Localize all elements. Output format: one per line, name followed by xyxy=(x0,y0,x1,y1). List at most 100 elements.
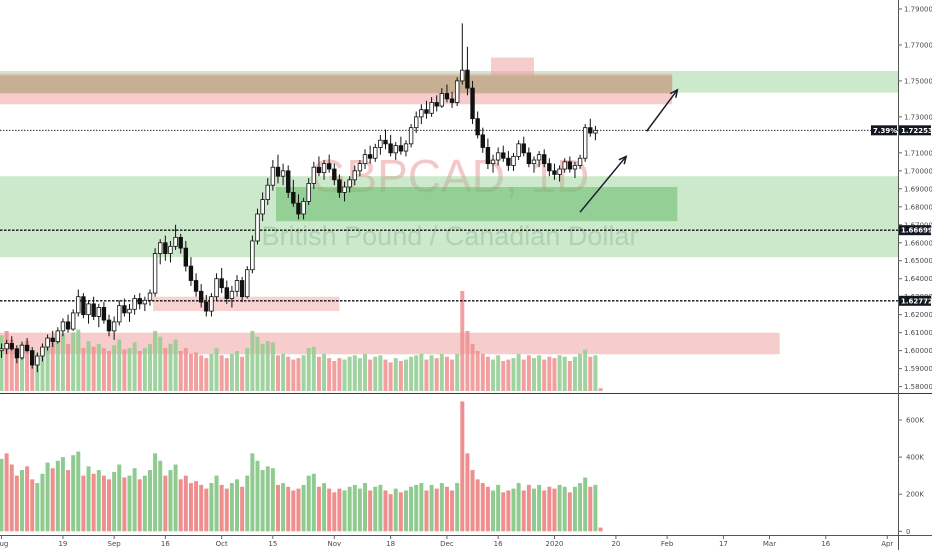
overlay-volume-bar xyxy=(286,356,291,391)
volume-bar xyxy=(50,468,55,532)
volume-bar xyxy=(485,486,490,532)
candle-body xyxy=(250,240,255,271)
overlay-volume-bar xyxy=(327,358,332,391)
volume-bar xyxy=(214,475,219,532)
candle-body xyxy=(280,170,286,177)
candle-body xyxy=(552,170,557,175)
candle-body xyxy=(219,278,224,289)
candle-body xyxy=(4,343,9,350)
candle-body xyxy=(408,127,414,145)
overlay-volume-bar xyxy=(270,342,275,391)
time-tick-label: Dec xyxy=(440,540,454,548)
overlay-volume-bar xyxy=(583,349,588,391)
candle-body xyxy=(480,134,485,148)
candle-body xyxy=(65,321,71,330)
volume-bar xyxy=(378,484,383,532)
candle-body xyxy=(419,109,424,118)
candle-body xyxy=(132,298,137,310)
overlay-volume-bar xyxy=(35,353,40,391)
candle-body xyxy=(60,321,66,332)
candle-body xyxy=(9,343,14,350)
price-tick-label: 1.79000 xyxy=(904,5,932,13)
overlay-volume-bar xyxy=(588,356,593,391)
candle-body xyxy=(337,179,342,193)
volume-bar xyxy=(552,488,557,532)
time-tick-label: Feb xyxy=(661,540,674,548)
overlay-volume-bar xyxy=(403,359,408,391)
candle-body xyxy=(19,344,25,359)
candle-body xyxy=(245,269,250,298)
overlay-volume-bar xyxy=(424,359,429,391)
percent-badge xyxy=(871,125,897,136)
price-badge xyxy=(899,295,931,306)
volume-bar xyxy=(434,488,439,532)
overlay-volume-bar xyxy=(178,351,183,391)
volume-bar xyxy=(45,462,50,532)
overlay-volume-bar xyxy=(547,356,552,391)
candle-body xyxy=(347,179,352,188)
watermark-description: British Pound / Canadian Dollar xyxy=(262,221,639,251)
overlay-volume-bar xyxy=(429,355,434,391)
candle-body xyxy=(204,301,209,312)
candle-body xyxy=(291,192,296,204)
overlay-volume-bar xyxy=(506,359,511,391)
volume-bar xyxy=(224,488,229,532)
overlay-volume-bar xyxy=(465,331,470,391)
overlay-volume-bar xyxy=(357,358,362,391)
time-tick-label: Aug xyxy=(0,540,8,548)
volume-bar xyxy=(583,477,588,532)
volume-bar xyxy=(270,468,275,532)
overlay-volume-bar xyxy=(25,341,30,391)
volume-bar xyxy=(465,453,470,532)
overlay-volume-bar xyxy=(4,331,9,391)
candle-body xyxy=(81,296,86,316)
candle-body xyxy=(439,93,445,107)
volume-bar xyxy=(337,488,342,532)
overlay-volume-bar xyxy=(496,355,501,391)
volume-bar xyxy=(352,484,357,532)
volume-bar xyxy=(475,479,480,532)
volume-bar xyxy=(501,492,506,532)
volume-bar xyxy=(55,460,60,532)
zone-rect xyxy=(153,296,340,312)
volume-tick-label: 200K xyxy=(906,491,924,499)
candle-body xyxy=(588,127,593,134)
candle-body xyxy=(178,236,183,249)
overlay-volume-bar xyxy=(142,348,147,391)
candle-body xyxy=(224,287,229,299)
overlay-volume-bar xyxy=(542,359,547,391)
overlay-volume-bar xyxy=(188,353,193,391)
volume-bar xyxy=(122,477,127,532)
volume-bar xyxy=(383,490,388,532)
overlay-volume-bar xyxy=(168,343,173,391)
candle-body xyxy=(265,184,270,200)
overlay-volume-bar xyxy=(491,359,496,391)
volume-bar xyxy=(409,486,414,532)
overlay-volume-bar xyxy=(557,355,562,391)
volume-bar xyxy=(444,486,449,532)
overlay-volume-bar xyxy=(209,353,214,391)
volume-bar xyxy=(439,483,444,532)
time-tick-label: Apr xyxy=(881,540,893,548)
volume-bar xyxy=(71,455,76,532)
overlay-volume-bar xyxy=(107,351,112,391)
volume-bar xyxy=(255,460,260,532)
volume-bar xyxy=(322,483,327,532)
time-tick-label: Mar xyxy=(763,540,776,548)
price-tick-label: 1.60000 xyxy=(904,347,932,355)
candle-body xyxy=(214,278,219,298)
volume-bar xyxy=(96,470,101,532)
price-tick-label: 1.70000 xyxy=(904,167,932,175)
overlay-volume-bar xyxy=(480,353,485,391)
volume-bar xyxy=(112,471,117,532)
overlay-volume-bar xyxy=(81,348,86,391)
candle-body xyxy=(142,299,148,305)
overlay-volume-bar xyxy=(224,358,229,391)
overlay-volume-bar xyxy=(475,351,480,391)
volume-bar xyxy=(25,466,30,532)
candle-body xyxy=(275,166,281,177)
candle-body xyxy=(316,166,322,174)
volume-bar xyxy=(511,488,516,532)
